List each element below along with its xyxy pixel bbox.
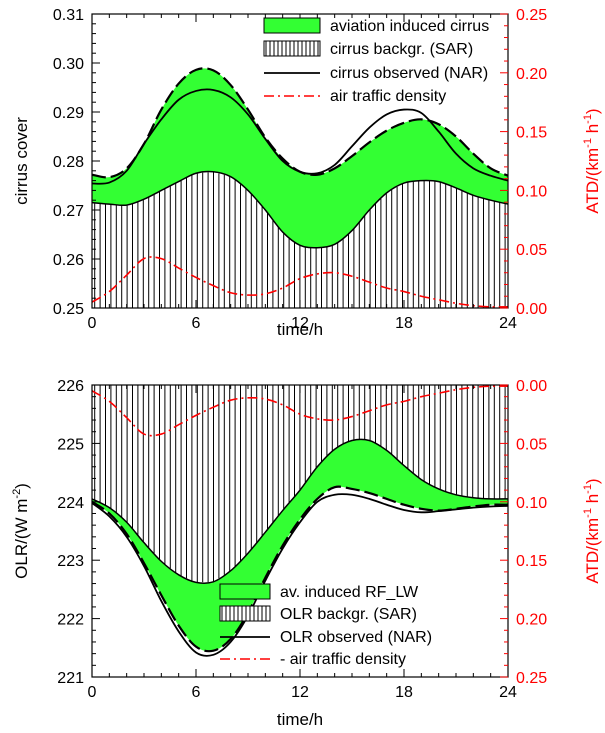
y-tick-label: 225: [57, 436, 84, 453]
x-tick-label: 0: [88, 315, 97, 332]
y-axis-ticks: 221 222 223 224 225 226: [57, 378, 100, 687]
x-tick-label: 18: [395, 684, 413, 701]
legend-label: OLR observed (NAR): [280, 629, 432, 646]
y2-label-main: ATD/(km: [583, 148, 602, 214]
x-tick-label: 6: [192, 684, 201, 701]
y-label-main: OLR/(W m: [12, 499, 31, 579]
y2-tick-label: 0.00: [516, 378, 547, 395]
y2-tick-label: 0.05: [516, 436, 547, 453]
y-tick-label: 0.31: [53, 7, 84, 24]
olr-background-line: [92, 438, 508, 585]
legend-label: cirrus backgr. (SAR): [330, 41, 473, 58]
y2-tick-label: 0.10: [516, 183, 547, 200]
y2-tick-label: 0.00: [516, 301, 547, 318]
y2-tick-label: 0.15: [516, 125, 547, 142]
y-tick-label: 0.27: [53, 203, 84, 220]
y-label-end: ): [12, 483, 31, 489]
y-tick-label: 226: [57, 378, 84, 395]
x-tick-label: 6: [192, 315, 201, 332]
y-tick-label: 0.25: [53, 301, 84, 318]
aviation-induced-cirrus-area: [92, 68, 508, 248]
legend-label: av. induced RF_LW: [280, 584, 419, 601]
y2-tick-label: 0.15: [516, 553, 547, 570]
y2-axis-label: ATD/(km-1 h-1): [582, 478, 602, 583]
legend-swatch-fill: [219, 583, 271, 600]
y2-label-mid: h: [583, 494, 602, 508]
y2-label-end: ): [583, 108, 602, 114]
y-tick-label: 221: [57, 670, 84, 687]
x-tick-label: 24: [499, 315, 517, 332]
x-axis-label: time/h: [277, 710, 323, 729]
y2-axis-ticks: 0.00 0.05 0.10 0.15 0.20 0.25: [500, 378, 547, 687]
y-tick-label: 0.30: [53, 56, 84, 73]
y-tick-label: 0.26: [53, 252, 84, 269]
legend-hatch-lines: [221, 606, 267, 621]
legend-label: - air traffic density: [280, 651, 406, 668]
x-tick-label: 12: [291, 684, 309, 701]
y-axis-label: OLR/(W m-2): [11, 483, 31, 579]
y2-axis-ticks: 0.00 0.05 0.10 0.15 0.20 0.25: [500, 7, 547, 318]
y-tick-label: 0.28: [53, 154, 84, 171]
air-traffic-density-line: [92, 385, 508, 437]
cirrus-background-line: [92, 170, 508, 249]
y2-label-main: ATD/(km: [583, 518, 602, 584]
legend: av. induced RF_LW OLR backgr. (SAR) OLR …: [219, 583, 432, 668]
y2-label-sup1: -1: [582, 508, 594, 518]
legend-swatch-hatch: [263, 40, 321, 57]
legend: aviation induced cirrus cirrus backgr. (…: [263, 17, 489, 105]
olr-panel: 0 6 12 18 24 221 222 223 224 225 226 0.00 0.05 0.10…: [11, 378, 602, 729]
y2-tick-label: 0.10: [516, 495, 547, 512]
y-axis-label: cirrus cover: [12, 117, 31, 205]
y2-axis-label: ATD/(km-1 h-1): [582, 108, 602, 213]
y-label-sup: -2: [11, 489, 23, 499]
x-tick-label: 12: [291, 315, 309, 332]
y2-tick-label: 0.05: [516, 242, 547, 259]
y2-label-end: ): [583, 478, 602, 484]
legend-swatch-fill: [263, 17, 321, 34]
legend-label: aviation induced cirrus: [330, 18, 489, 35]
y-tick-label: 222: [57, 612, 84, 629]
x-tick-label: 24: [499, 684, 517, 701]
x-tick-label: 0: [88, 684, 97, 701]
x-tick-label: 18: [395, 315, 413, 332]
x-axis-ticks: 0 6 12 18 24: [88, 14, 517, 332]
y2-label-mid: h: [583, 124, 602, 138]
olr-background-hatch: [94, 385, 506, 583]
legend-label: cirrus observed (NAR): [330, 65, 488, 82]
olr-observed-line: [92, 493, 508, 657]
y2-tick-label: 0.25: [516, 670, 547, 687]
cirrus-observed-line: [92, 88, 508, 185]
aviation-induced-rf-area: [92, 439, 508, 652]
x-axis-ticks: 0 6 12 18 24: [88, 385, 517, 701]
y2-tick-label: 0.20: [516, 612, 547, 629]
y2-label-sup2: -1: [582, 114, 594, 124]
legend-hatch-lines: [265, 41, 319, 56]
cirrus-cover-panel: 0 6 12 18 24 0.25 0.26 0.27 0.28 0.29 0.30 0.31 0.…: [12, 7, 602, 339]
y-tick-label: 0.29: [53, 105, 84, 122]
y-tick-label: 224: [57, 495, 84, 512]
x-axis-label: time/h: [277, 320, 323, 339]
legend-label: OLR backgr. (SAR): [280, 606, 417, 623]
y2-tick-label: 0.20: [516, 66, 547, 83]
y2-label-sup1: -1: [582, 138, 594, 148]
legend-label: air traffic density: [330, 88, 446, 105]
y2-tick-label: 0.25: [516, 7, 547, 24]
y-axis-ticks: 0.25 0.26 0.27 0.28 0.29 0.30 0.31: [53, 7, 100, 318]
y-tick-label: 223: [57, 553, 84, 570]
y2-label-sup2: -1: [582, 484, 594, 494]
air-traffic-density-line: [92, 256, 508, 308]
